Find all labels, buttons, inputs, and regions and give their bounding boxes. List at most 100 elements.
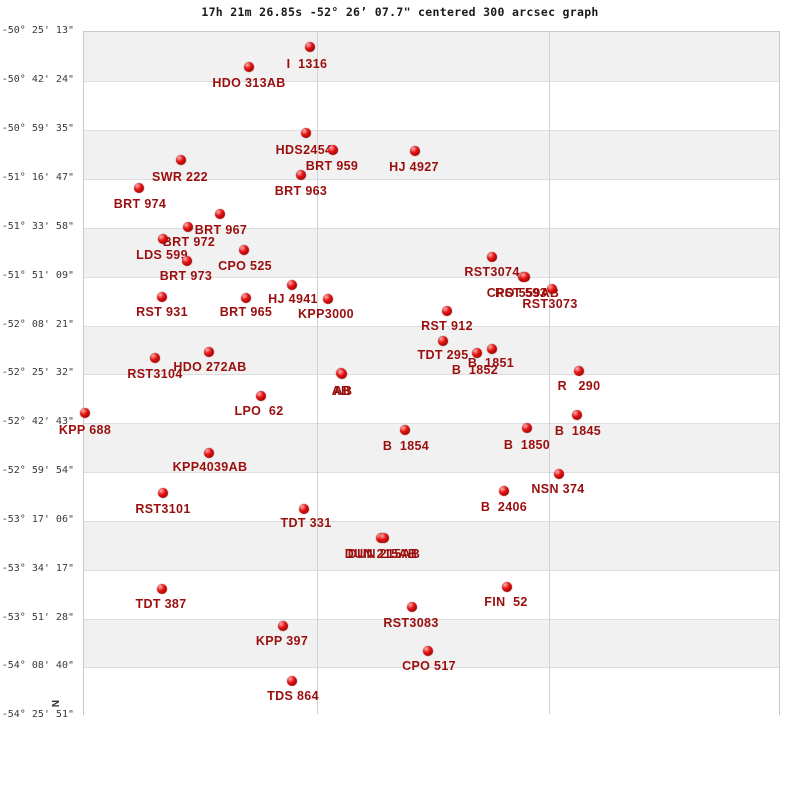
star-point[interactable] — [287, 280, 297, 290]
star-label[interactable]: KPP3000 — [298, 307, 354, 321]
star-point[interactable] — [323, 294, 333, 304]
star-label[interactable]: DUN 215AB — [347, 547, 421, 561]
star-label[interactable]: RST 593 — [495, 286, 547, 300]
star-label[interactable]: RST3101 — [135, 502, 191, 516]
star-point[interactable] — [256, 391, 266, 401]
star-label[interactable]: SWR 222 — [152, 170, 208, 184]
star-label[interactable]: CPO 517 — [402, 659, 456, 673]
star-label[interactable]: BRT 973 — [159, 269, 213, 283]
star-label[interactable]: HDS2454 — [275, 143, 333, 157]
ra-gridline — [317, 32, 318, 714]
star-point[interactable] — [520, 272, 530, 282]
star-label[interactable]: B 1854 — [382, 439, 430, 453]
star-label[interactable]: B 1852 — [451, 363, 499, 377]
declination-tick-label: -54° 08' 40" — [1, 660, 74, 671]
star-label[interactable]: HJ 4927 — [389, 160, 439, 174]
ra-gridline — [549, 32, 550, 714]
star-label[interactable]: B 2406 — [480, 500, 528, 514]
star-point[interactable] — [472, 348, 482, 358]
star-point[interactable] — [572, 410, 582, 420]
star-point[interactable] — [522, 423, 532, 433]
star-point[interactable] — [183, 222, 193, 232]
star-point[interactable] — [574, 366, 584, 376]
star-point[interactable] — [442, 306, 452, 316]
star-label[interactable]: B 1850 — [503, 438, 551, 452]
star-label[interactable]: BRT 965 — [219, 305, 273, 319]
star-point[interactable] — [176, 155, 186, 165]
star-point[interactable] — [204, 347, 214, 357]
star-point[interactable] — [150, 353, 160, 363]
star-label[interactable]: TDS 864 — [267, 689, 319, 703]
star-label[interactable]: BRT 972 — [162, 235, 216, 249]
star-label[interactable]: HDO 272AB — [173, 360, 247, 374]
star-point[interactable] — [241, 293, 251, 303]
star-point[interactable] — [158, 234, 168, 244]
star-point[interactable] — [287, 676, 297, 686]
star-label[interactable]: I 1316 — [286, 57, 328, 71]
star-point[interactable] — [239, 245, 249, 255]
declination-band — [84, 228, 779, 277]
star-label[interactable]: BRT 963 — [274, 184, 328, 198]
star-point[interactable] — [278, 621, 288, 631]
star-point[interactable] — [157, 292, 167, 302]
star-label[interactable]: DUN 215AB — [344, 547, 418, 561]
star-label[interactable]: AB — [333, 384, 353, 398]
star-point[interactable] — [499, 486, 509, 496]
star-label[interactable]: LDS 599 — [136, 248, 188, 262]
star-label[interactable]: AB — [331, 384, 351, 398]
star-point[interactable] — [379, 533, 389, 543]
star-label[interactable]: TDT 331 — [280, 516, 332, 530]
star-label[interactable]: R 290 — [557, 379, 601, 393]
star-label[interactable]: RST 912 — [421, 319, 473, 333]
star-point[interactable] — [215, 209, 225, 219]
star-point[interactable] — [410, 146, 420, 156]
star-point[interactable] — [80, 408, 90, 418]
star-point[interactable] — [487, 344, 497, 354]
star-point[interactable] — [400, 425, 410, 435]
star-point[interactable] — [301, 128, 311, 138]
declination-tick-label: -52° 25' 32" — [1, 367, 74, 378]
star-label[interactable]: RST3073 — [522, 297, 578, 311]
declination-tick-label: -52° 08' 21" — [1, 319, 74, 330]
star-point[interactable] — [158, 488, 168, 498]
star-label[interactable]: KPP 688 — [58, 423, 112, 437]
star-label[interactable]: BRT 974 — [113, 197, 167, 211]
star-label[interactable]: BRT 959 — [305, 159, 359, 173]
declination-tick-label: -53° 17' 06" — [1, 514, 74, 525]
star-point[interactable] — [547, 284, 557, 294]
star-label[interactable]: LPO 62 — [234, 404, 284, 418]
star-point[interactable] — [182, 256, 192, 266]
star-point[interactable] — [328, 145, 338, 155]
star-point[interactable] — [296, 170, 306, 180]
star-point[interactable] — [487, 252, 497, 262]
star-label[interactable]: CPO 525 — [218, 259, 272, 273]
star-label[interactable]: TDT 295 — [417, 348, 469, 362]
star-label[interactable]: BRT 967 — [194, 223, 248, 237]
star-point[interactable] — [554, 469, 564, 479]
star-label[interactable]: HJ 4941 — [268, 292, 318, 306]
star-label[interactable]: RST 931 — [136, 305, 188, 319]
star-label[interactable]: B 1851 — [467, 356, 515, 370]
star-label[interactable]: KPP 397 — [255, 634, 309, 648]
star-label[interactable]: TDT 387 — [135, 597, 187, 611]
star-point[interactable] — [438, 336, 448, 346]
star-label[interactable]: B 1845 — [554, 424, 602, 438]
star-point[interactable] — [502, 582, 512, 592]
star-point[interactable] — [244, 62, 254, 72]
star-label[interactable]: FIN 52 — [484, 595, 528, 609]
star-label[interactable]: RST3083 — [383, 616, 439, 630]
star-label[interactable]: KPP4039AB — [172, 460, 248, 474]
star-label[interactable]: HDO 313AB — [212, 76, 286, 90]
star-label[interactable]: RST3104 — [127, 367, 183, 381]
star-point[interactable] — [134, 183, 144, 193]
star-point[interactable] — [305, 42, 315, 52]
star-point[interactable] — [337, 369, 347, 379]
star-label[interactable]: NSN 374 — [531, 482, 585, 496]
star-point[interactable] — [407, 602, 417, 612]
star-point[interactable] — [423, 646, 433, 656]
star-point[interactable] — [299, 504, 309, 514]
star-point[interactable] — [204, 448, 214, 458]
star-point[interactable] — [157, 584, 167, 594]
star-label[interactable]: RST3074 — [464, 265, 520, 279]
declination-tick-label: -50° 59' 35" — [1, 123, 74, 134]
